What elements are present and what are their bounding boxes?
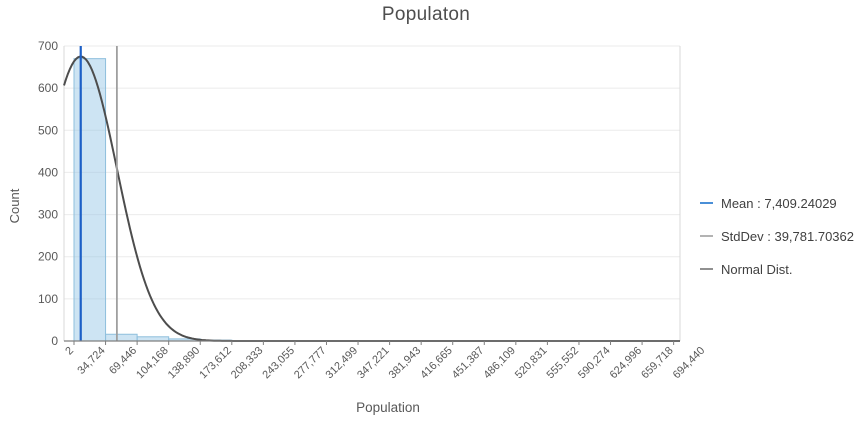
legend-label-normal-dist: Normal Dist. (721, 261, 793, 277)
x-tick-label: 381,943 (387, 345, 424, 382)
histogram-bar (136, 336, 170, 342)
x-tick-label: 312,499 (324, 345, 361, 382)
legend-item-normal-dist: Normal Dist. (700, 259, 854, 279)
y-tick-label: 400 (38, 165, 58, 179)
histogram-bar (105, 333, 138, 342)
x-tick-label: 104,168 (134, 345, 171, 382)
x-tick-label: 659,718 (639, 345, 676, 382)
normal-dist-marker-icon (700, 268, 713, 270)
mean-line-marker-icon (700, 202, 713, 204)
legend-label-stddev: StdDev : 39,781.70362 (721, 228, 854, 244)
x-tick-label: 451,387 (450, 345, 487, 382)
legend: Mean : 7,409.24029 StdDev : 39,781.70362… (700, 193, 854, 292)
y-tick-label: 100 (38, 292, 58, 306)
y-tick-label: 0 (51, 334, 58, 348)
x-tick-label: 243,055 (260, 345, 297, 382)
legend-item-mean: Mean : 7,409.24029 (700, 193, 854, 213)
x-tick-label: 173,612 (197, 345, 234, 382)
y-tick-label: 300 (38, 208, 58, 222)
x-tick-label: 34,724 (75, 345, 107, 377)
x-tick-label: 208,333 (229, 345, 266, 382)
x-tick-label: 2 (63, 345, 76, 358)
x-tick-label: 590,274 (576, 345, 613, 382)
histogram-bar (73, 58, 107, 342)
y-tick-label: 200 (38, 250, 58, 264)
x-tick-label: 694,440 (671, 345, 708, 382)
legend-label-mean: Mean : 7,409.24029 (721, 195, 837, 211)
x-tick-label: 138,890 (166, 345, 203, 382)
y-tick-label: 700 (38, 39, 58, 53)
y-axis-title: Count (7, 188, 22, 224)
x-tick-label: 277,777 (292, 345, 329, 382)
x-tick-label: 624,996 (608, 345, 645, 382)
x-tick-label: 486,109 (481, 345, 518, 382)
y-tick-label: 600 (38, 81, 58, 95)
x-axis-title: Population (356, 400, 420, 415)
x-tick-label: 347,221 (355, 345, 392, 382)
legend-item-stddev: StdDev : 39,781.70362 (700, 226, 854, 246)
normal-dist-curve (63, 55, 680, 342)
stddev-line-marker-icon (700, 235, 713, 237)
x-tick-label: 555,552 (544, 345, 581, 382)
x-tick-label: 520,831 (513, 345, 550, 382)
y-tick-label: 500 (38, 123, 58, 137)
chart-title: Populaton (381, 4, 471, 25)
x-tick-label: 416,665 (418, 345, 455, 382)
